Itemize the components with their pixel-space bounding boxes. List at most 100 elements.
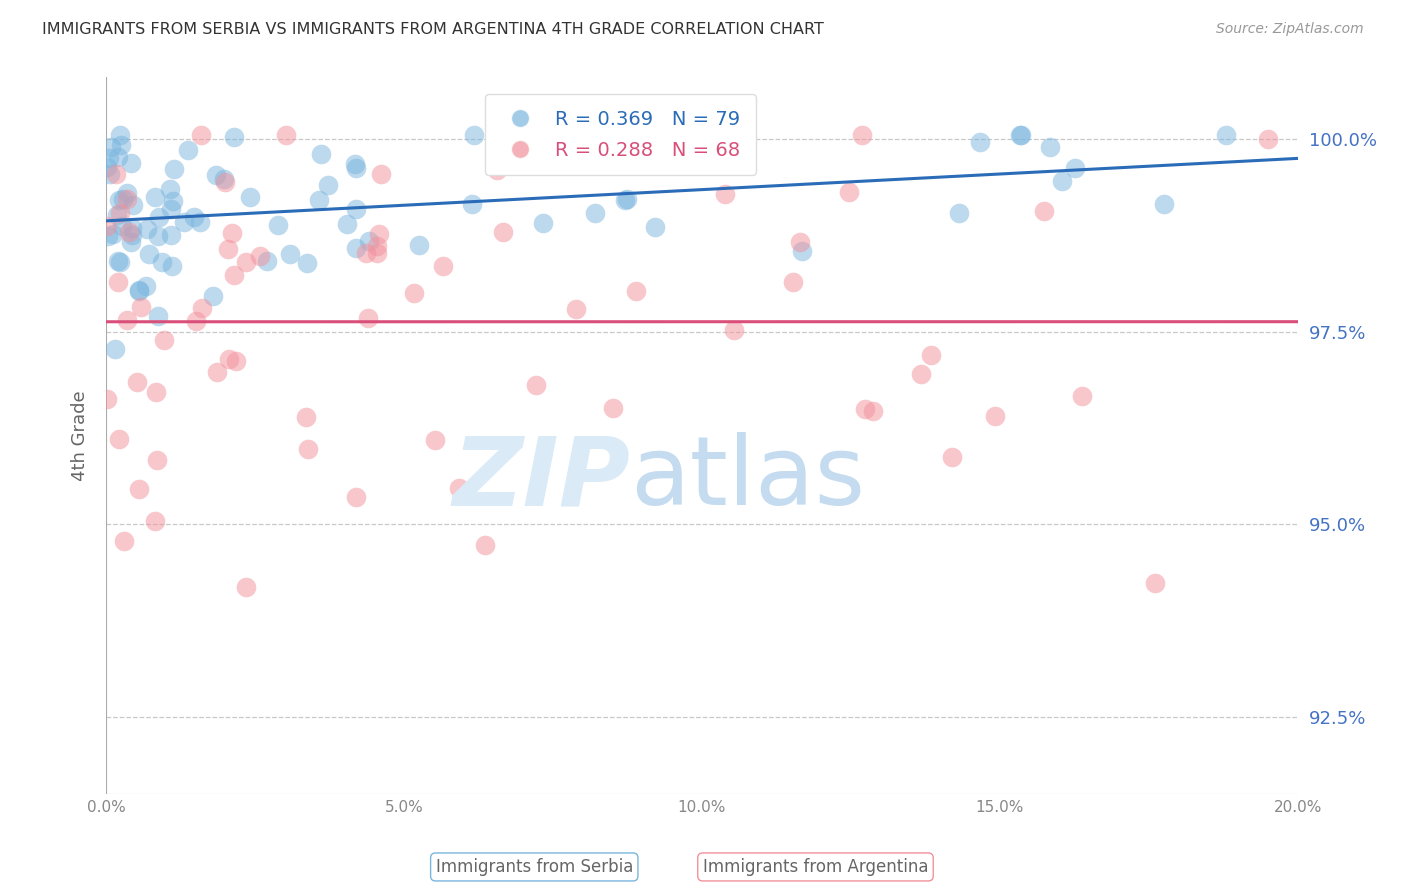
Point	[239, 189, 262, 203]
Point	[143, 190, 166, 204]
Point	[235, 255, 257, 269]
Point	[221, 226, 243, 240]
Point	[110, 138, 132, 153]
Text: IMMIGRANTS FROM SERBIA VS IMMIGRANTS FROM ARGENTINA 4TH GRADE CORRELATION CHART: IMMIGRANTS FROM SERBIA VS IMMIGRANTS FRO…	[42, 22, 824, 37]
Point	[103, 227, 125, 242]
Point	[782, 275, 804, 289]
Point	[948, 206, 970, 220]
Point	[184, 314, 207, 328]
Point	[112, 534, 135, 549]
Point	[100, 140, 122, 154]
Point	[110, 128, 132, 143]
Point	[162, 194, 184, 208]
Point	[98, 151, 121, 165]
Point	[104, 342, 127, 356]
Point	[191, 301, 214, 315]
Point	[984, 409, 1007, 424]
Point	[117, 186, 139, 200]
Point	[107, 253, 129, 268]
Point	[714, 187, 737, 202]
Point	[510, 128, 533, 143]
Point	[205, 169, 228, 183]
Point	[96, 219, 118, 234]
Point	[145, 385, 167, 400]
Point	[107, 432, 129, 446]
Point	[97, 228, 120, 243]
Text: Immigrants from Argentina: Immigrants from Argentina	[703, 858, 928, 876]
Point	[110, 205, 132, 219]
Legend: R = 0.369   N = 79, R = 0.288   N = 68: R = 0.369 N = 79, R = 0.288 N = 68	[485, 95, 756, 175]
Point	[225, 354, 247, 368]
Point	[121, 197, 143, 211]
Point	[159, 182, 181, 196]
Point	[173, 215, 195, 229]
Point	[183, 210, 205, 224]
Point	[131, 300, 153, 314]
Point	[366, 245, 388, 260]
Point	[359, 234, 381, 248]
Point	[616, 192, 638, 206]
Point	[107, 275, 129, 289]
Point	[346, 161, 368, 176]
Point	[222, 130, 245, 145]
Point	[862, 404, 884, 418]
Point	[96, 161, 118, 175]
Point	[115, 312, 138, 326]
Point	[249, 249, 271, 263]
Point	[136, 222, 159, 236]
Point	[146, 228, 169, 243]
Point	[367, 227, 389, 241]
Point	[1071, 389, 1094, 403]
Point	[235, 580, 257, 594]
Point	[160, 227, 183, 242]
Point	[492, 226, 515, 240]
Text: Source: ZipAtlas.com: Source: ZipAtlas.com	[1216, 22, 1364, 37]
Point	[108, 193, 131, 207]
Point	[602, 401, 624, 415]
Point	[366, 239, 388, 253]
Point	[855, 402, 877, 417]
Point	[120, 235, 142, 249]
Point	[357, 310, 380, 325]
Point	[1215, 128, 1237, 143]
Point	[432, 259, 454, 273]
Point	[148, 211, 170, 225]
Point	[115, 192, 138, 206]
Point	[941, 450, 963, 464]
Point	[838, 186, 860, 200]
Point	[1064, 161, 1087, 175]
Point	[201, 289, 224, 303]
Point	[564, 302, 586, 317]
Point	[212, 171, 235, 186]
Point	[851, 128, 873, 143]
Point	[162, 161, 184, 176]
Point	[120, 156, 142, 170]
Point	[218, 352, 240, 367]
Point	[96, 392, 118, 406]
Point	[148, 309, 170, 323]
Point	[1143, 575, 1166, 590]
Point	[125, 375, 148, 389]
Text: ZIP: ZIP	[453, 433, 630, 525]
Point	[583, 206, 606, 220]
Point	[644, 220, 666, 235]
Point	[135, 278, 157, 293]
Point	[344, 157, 367, 171]
Point	[460, 197, 482, 211]
Point	[214, 175, 236, 189]
Point	[295, 256, 318, 270]
Point	[1153, 196, 1175, 211]
Point	[792, 244, 814, 259]
Point	[336, 217, 359, 231]
Point	[316, 178, 339, 192]
Point	[224, 268, 246, 282]
Point	[152, 254, 174, 268]
Point	[146, 453, 169, 467]
Point	[344, 491, 367, 505]
Point	[160, 259, 183, 273]
Point	[463, 128, 485, 143]
Point	[276, 128, 298, 143]
Point	[423, 433, 446, 447]
Point	[256, 253, 278, 268]
Point	[1039, 140, 1062, 154]
